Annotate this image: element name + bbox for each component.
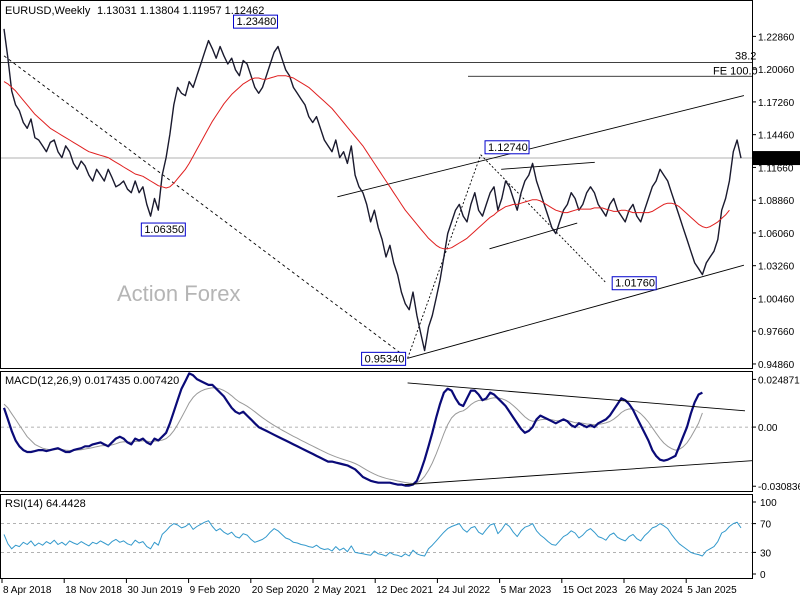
trendline-down-dashed: [3, 55, 408, 359]
current-price-label: 1.12462: [757, 154, 794, 165]
y-tick-label: 1.03260: [758, 262, 795, 273]
x-tick-label: 2 May 2021: [314, 585, 367, 596]
x-tick-label: 30 Jun 2019: [127, 585, 182, 596]
macd-line: [2, 372, 703, 487]
x-tick-label: 9 Feb 2020: [190, 585, 241, 596]
y-tick-label: 1.17260: [758, 98, 795, 109]
fe-100-label: FE 100.0: [713, 65, 758, 77]
rsi-line: [3, 520, 742, 558]
rsi-title: RSI(14) 64.4428: [5, 498, 86, 510]
point-label: 1.06350: [144, 224, 184, 236]
y-tick-label: 1.00460: [758, 294, 795, 305]
macd-signal-line: [3, 387, 703, 484]
rsi-tick-label: 0: [760, 570, 766, 581]
x-tick-label: 26 May 2024: [625, 585, 683, 596]
macd-title: MACD(12,26,9) 0.017435 0.007420: [5, 375, 179, 387]
channel-upper-line: [337, 95, 745, 198]
wedge-lower-line: [489, 222, 578, 250]
x-tick-label: 20 Sep 2020: [252, 585, 309, 596]
macd-upper-trendline: [407, 382, 746, 412]
y-tick-label: 1.22860: [758, 32, 795, 43]
point-label: 0.95340: [365, 353, 405, 365]
point-label: 1.23480: [237, 16, 277, 28]
x-tick-label: 12 Dec 2021: [376, 585, 433, 596]
macd-lower-trendline: [404, 460, 753, 486]
macd-tick-label: 0.024871: [758, 375, 800, 386]
main-panel-frame: [0, 0, 753, 369]
point-label: 1.01760: [615, 278, 655, 290]
point-label-box: [484, 140, 530, 155]
point-label-box: [361, 351, 407, 366]
x-tick-label: 18 Nov 2018: [65, 585, 122, 596]
macd-layer: [1, 372, 753, 487]
point-label-box: [233, 14, 279, 29]
macd-panel-frame: [0, 371, 753, 492]
current-price-box: [753, 151, 800, 166]
main-price-layer: 38.2 FE 100.0 1.23480 1.06350 0.95340 1.12740…: [1, 14, 758, 366]
x-tick-label: 24 Jul 2022: [438, 585, 490, 596]
watermark: Action Forex: [117, 281, 241, 306]
y-tick-label: 1.11660: [758, 163, 794, 174]
channel-lower-line: [407, 264, 745, 359]
x-tick-label: 8 Apr 2018: [3, 585, 52, 596]
point-label-box: [140, 222, 186, 237]
y-tick-label: 1.08860: [758, 196, 795, 207]
rsi-tick-label: 100: [760, 498, 777, 509]
y-tick-label: 1.14460: [758, 131, 795, 142]
x-tick-label: 5 Jan 2025: [687, 585, 737, 596]
moving-average-line: [3, 75, 730, 250]
rsi-tick-label: 70: [760, 520, 772, 531]
y-tick-label: 1.06060: [758, 229, 795, 240]
y-tick-label: 1.20060: [758, 65, 795, 76]
fib-38-2-label: 38.2: [735, 50, 756, 62]
rsi-tick-label: 30: [760, 548, 772, 559]
main-ohlc: 1.13031 1.13804 1.11957 1.12462: [97, 5, 264, 17]
x-tick-label: 15 Oct 2023: [563, 585, 618, 596]
wedge-upper-line: [501, 161, 595, 170]
macd-tick-label: 0.00: [758, 423, 778, 434]
y-tick-label: 0.94860: [758, 360, 795, 371]
main-title: EURUSD,Weekly: [5, 5, 91, 17]
point-label: 1.12740: [488, 142, 528, 154]
decline-dotted-line: [480, 154, 607, 284]
x-tick-label: 5 Mar 2023: [501, 585, 552, 596]
axes-layer: 1.22860 1.20060 1.17260 1.14460 1.11660 1.088…: [1, 32, 800, 596]
point-label-box: [611, 276, 657, 291]
macd-tick-label: -0.030836: [758, 482, 800, 493]
rsi-panel-frame: [0, 494, 753, 579]
rsi-layer: [1, 520, 752, 558]
y-tick-label: 0.97660: [758, 327, 795, 338]
